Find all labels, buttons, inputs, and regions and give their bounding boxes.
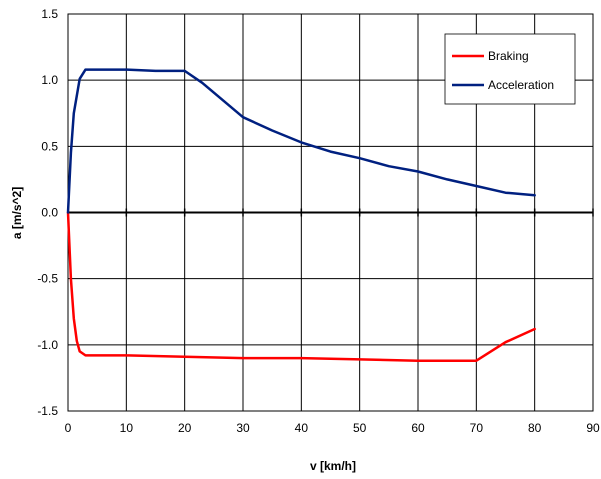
- x-tick-label: 50: [353, 421, 367, 435]
- x-tick-label: 40: [295, 421, 309, 435]
- x-tick-label: 30: [236, 421, 250, 435]
- y-tick-label: -1.0: [37, 338, 58, 352]
- series-line-braking: [66, 211, 536, 362]
- x-tick-label: 80: [528, 421, 542, 435]
- series-line-acceleration: [66, 68, 536, 214]
- x-tick-label: 0: [65, 421, 72, 435]
- y-tick-labels: -1.5 -1.0 -0.5 0.0 0.5 1.0 1.5: [37, 7, 58, 418]
- legend-label-braking: Braking: [488, 49, 529, 63]
- y-tick-label: -0.5: [37, 272, 58, 286]
- zero-axis: [67, 208, 594, 217]
- y-tick-label: 1.0: [41, 73, 58, 87]
- legend-box: [444, 33, 576, 105]
- series-lines: [66, 68, 536, 362]
- x-tick-label: 60: [411, 421, 425, 435]
- x-tick-label: 70: [470, 421, 484, 435]
- x-tick-labels: 0 10 20 30 40 50 60 70 80 90: [65, 421, 600, 435]
- y-axis-label: a [m/s^2]: [10, 187, 24, 239]
- legend: Braking Acceleration: [444, 33, 576, 105]
- x-tick-label: 10: [120, 421, 134, 435]
- y-tick-label: 0.0: [41, 206, 58, 220]
- y-tick-label: -1.5: [37, 404, 58, 418]
- x-tick-label: 20: [178, 421, 192, 435]
- x-axis-label: v [km/h]: [310, 459, 356, 473]
- y-tick-label: 1.5: [41, 7, 58, 21]
- y-tick-label: 0.5: [41, 139, 58, 153]
- x-tick-label: 90: [586, 421, 600, 435]
- legend-label-acceleration: Acceleration: [488, 78, 554, 92]
